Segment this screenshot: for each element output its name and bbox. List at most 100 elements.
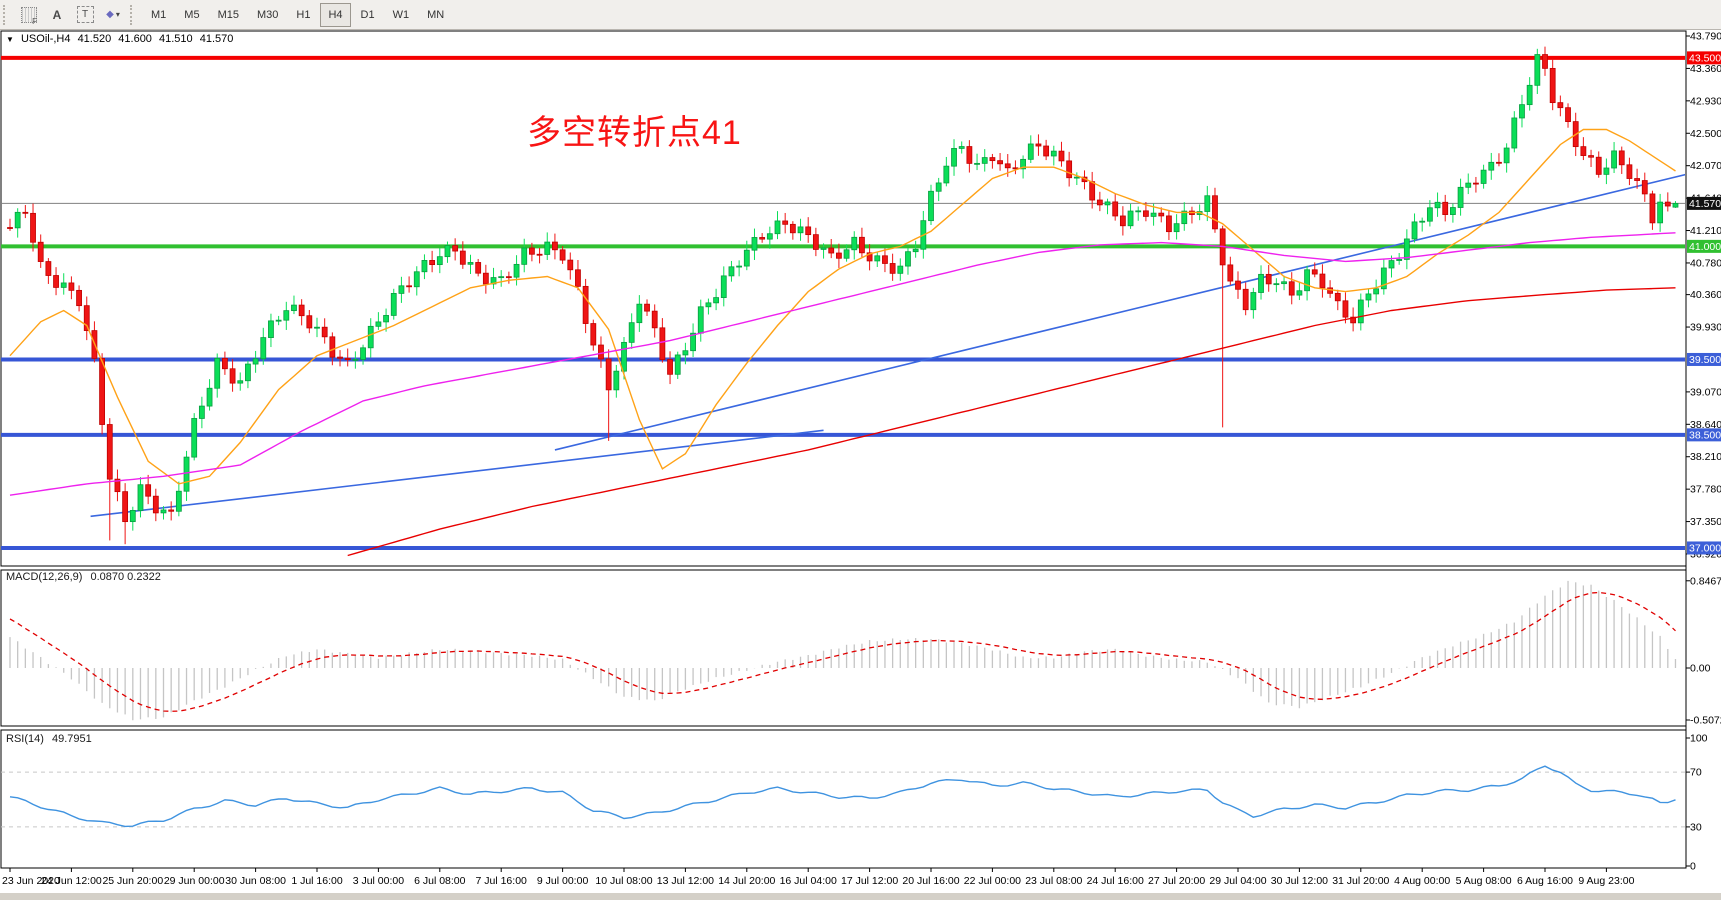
- svg-text:29 Jul 04:00: 29 Jul 04:00: [1209, 875, 1266, 887]
- chart-annotation-text: 多空转折点41: [527, 114, 742, 152]
- price-badge-41: [1687, 239, 1721, 253]
- svg-text:40.360: 40.360: [1690, 289, 1721, 301]
- ma-mid-magenta: [9, 232, 1676, 496]
- svg-text:30 Jul 12:00: 30 Jul 12:00: [1271, 875, 1328, 887]
- quote-high: 41.600: [118, 33, 152, 45]
- svg-text:23 Jul 08:00: 23 Jul 08:00: [1025, 875, 1082, 887]
- svg-text:6 Jul 08:00: 6 Jul 08:00: [414, 875, 466, 887]
- svg-text:14 Jul 20:00: 14 Jul 20:00: [718, 875, 775, 887]
- svg-text:23 Jun 2020: 23 Jun 2020: [2, 875, 60, 887]
- tf-h1-button[interactable]: H1: [296, 8, 311, 21]
- trendline-1: [90, 429, 824, 518]
- symbol-name: USOil-,H4: [20, 33, 71, 45]
- svg-text:3 Jul 00:00: 3 Jul 00:00: [353, 875, 405, 887]
- toolbar-grip[interactable]: [3, 4, 12, 25]
- svg-text:70: 70: [1690, 767, 1702, 779]
- rsi-panel[interactable]: [1, 765, 1685, 828]
- text-label-icon[interactable]: A: [52, 7, 62, 22]
- main-chart-panel[interactable]: [1, 46, 1691, 557]
- svg-text:41.210: 41.210: [1690, 225, 1721, 237]
- quote-open: 41.520: [77, 33, 112, 45]
- svg-text:24 Jul 16:00: 24 Jul 16:00: [1087, 875, 1144, 887]
- svg-text:-0.5072: -0.5072: [1690, 715, 1721, 727]
- tf-d1-button[interactable]: D1: [360, 8, 375, 21]
- svg-text:27 Jul 20:00: 27 Jul 20:00: [1148, 875, 1205, 887]
- tf-m15-button[interactable]: M15: [217, 8, 239, 21]
- svg-text:7 Jul 16:00: 7 Jul 16:00: [476, 875, 528, 887]
- collapse-arrow-icon[interactable]: ▼: [6, 35, 14, 44]
- svg-text:30: 30: [1690, 821, 1702, 833]
- svg-text:20 Jul 16:00: 20 Jul 16:00: [902, 875, 959, 887]
- rsi-line: [9, 765, 1676, 828]
- svg-text:37.350: 37.350: [1690, 516, 1721, 528]
- svg-text:4 Aug 00:00: 4 Aug 00:00: [1394, 875, 1450, 887]
- svg-text:40.780: 40.780: [1690, 257, 1721, 269]
- svg-text:9 Aug 23:00: 9 Aug 23:00: [1578, 875, 1634, 887]
- svg-text:38.210: 38.210: [1690, 451, 1721, 463]
- arrow-objects-icon[interactable]: ◆ ▾: [106, 9, 120, 20]
- tf-m1-button[interactable]: M1: [151, 8, 167, 21]
- symbol-quote-line: ▼ USOil-,H4 41.520 41.600 41.510 41.570: [6, 33, 237, 45]
- svg-text:5 Aug 08:00: 5 Aug 08:00: [1456, 875, 1512, 887]
- ma-fast-orange: [9, 128, 1676, 485]
- svg-text:43.790: 43.790: [1690, 31, 1721, 43]
- tf-w1-button[interactable]: W1: [392, 8, 410, 21]
- svg-text:30 Jun 08:00: 30 Jun 08:00: [225, 875, 286, 887]
- toolbar-grip[interactable]: [130, 4, 139, 25]
- svg-text:42.500: 42.500: [1690, 128, 1721, 140]
- svg-text:29 Jun 00:00: 29 Jun 00:00: [164, 875, 225, 887]
- svg-text:1 Jul 16:00: 1 Jul 16:00: [291, 875, 343, 887]
- svg-text:10 Jul 08:00: 10 Jul 08:00: [595, 875, 652, 887]
- svg-text:6 Aug 16:00: 6 Aug 16:00: [1517, 875, 1573, 887]
- svg-text:39.500: 39.500: [1689, 354, 1721, 366]
- svg-text:0.00: 0.00: [1690, 663, 1711, 675]
- tf-m5-button[interactable]: M5: [184, 8, 200, 21]
- price-badge-37: [1687, 541, 1721, 555]
- quote-close: 41.570: [199, 33, 234, 45]
- cursor-mode-icon[interactable]: F: [17, 4, 41, 26]
- svg-text:31 Jul 20:00: 31 Jul 20:00: [1332, 875, 1389, 887]
- svg-text:37.780: 37.780: [1690, 484, 1721, 496]
- svg-text:41.000: 41.000: [1689, 241, 1721, 253]
- rsi-indicator-label: RSI(14) 49.7951: [6, 733, 97, 745]
- rsi-name: RSI(14): [6, 733, 44, 745]
- rsi-value: 49.7951: [51, 733, 92, 745]
- price-badge-43.5: [1687, 51, 1721, 65]
- svg-text:22 Jul 00:00: 22 Jul 00:00: [964, 875, 1021, 887]
- trendline-2: [554, 173, 1685, 451]
- svg-text:37.000: 37.000: [1689, 542, 1721, 554]
- svg-text:17 Jul 12:00: 17 Jul 12:00: [841, 875, 898, 887]
- svg-text:42.930: 42.930: [1690, 95, 1721, 107]
- svg-text:39.070: 39.070: [1690, 386, 1721, 398]
- svg-text:100: 100: [1690, 733, 1708, 745]
- svg-text:42.070: 42.070: [1690, 160, 1721, 172]
- macd-values: 0.0870 0.2322: [90, 571, 161, 583]
- window-bottom-edge: [0, 893, 1721, 900]
- tf-m30-button[interactable]: M30: [256, 8, 279, 21]
- svg-text:16 Jul 04:00: 16 Jul 04:00: [780, 875, 837, 887]
- svg-text:43.500: 43.500: [1689, 52, 1721, 64]
- price-axis[interactable]: 43.79043.36042.93042.50042.07041.64041.2…: [1685, 31, 1721, 873]
- macd-signal-line: [9, 591, 1676, 712]
- svg-text:38.640: 38.640: [1690, 419, 1721, 431]
- text-box-icon[interactable]: T: [73, 4, 97, 26]
- svg-text:24 Jun 12:00: 24 Jun 12:00: [41, 875, 102, 887]
- tf-mn-button[interactable]: MN: [427, 8, 445, 21]
- toolbar: F A T ◆ ▾ M1 M5 M15 M30 H1 H4 D1 W1 MN: [0, 0, 1721, 30]
- svg-text:9 Jul 00:00: 9 Jul 00:00: [537, 875, 589, 887]
- svg-text:25 Jun 20:00: 25 Jun 20:00: [102, 875, 163, 887]
- svg-text:13 Jul 12:00: 13 Jul 12:00: [657, 875, 714, 887]
- svg-text:39.930: 39.930: [1690, 322, 1721, 334]
- price-badge-41.57: [1687, 196, 1721, 210]
- macd-indicator-label: MACD(12,26,9) 0.0870 0.2322: [6, 571, 166, 583]
- svg-text:0.8467: 0.8467: [1690, 575, 1721, 587]
- price-badge-38.5: [1687, 428, 1721, 442]
- chevron-down-icon: ▾: [115, 10, 120, 19]
- tf-h4-button[interactable]: H4: [320, 2, 351, 27]
- svg-text:43.360: 43.360: [1690, 63, 1721, 75]
- macd-name: MACD(12,26,9): [6, 571, 83, 583]
- macd-panel[interactable]: [9, 580, 1677, 721]
